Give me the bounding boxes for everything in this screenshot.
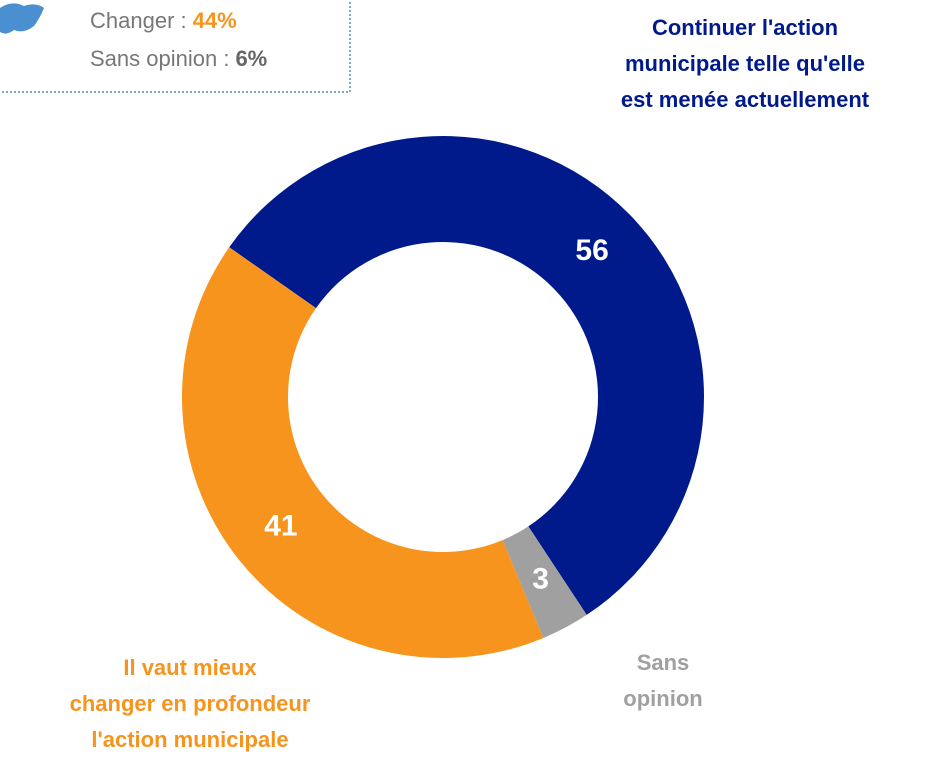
donut-slice	[229, 135, 705, 615]
inset-value: 6%	[235, 46, 268, 71]
inset-box	[0, 0, 351, 93]
value-label: 56	[575, 234, 608, 267]
donut-slice	[182, 247, 544, 658]
value-label: 41	[264, 509, 297, 542]
category-label: Continuer l'action municipale telle qu'e…	[620, 15, 870, 112]
map-icon	[0, 3, 44, 34]
inset-line: Sans opinion :6%	[90, 46, 267, 72]
inset-value: 44%	[192, 8, 237, 33]
value-label: 3	[532, 563, 549, 596]
inset-label: Changer :	[90, 8, 187, 33]
inset-line: Changer :44%	[90, 8, 237, 34]
inset-label: Sans opinion :	[90, 46, 230, 71]
donut-slice	[502, 526, 587, 638]
category-label: Sans opinion	[623, 650, 703, 711]
category-label: Il vaut mieux changer en profondeur l'ac…	[69, 655, 311, 752]
